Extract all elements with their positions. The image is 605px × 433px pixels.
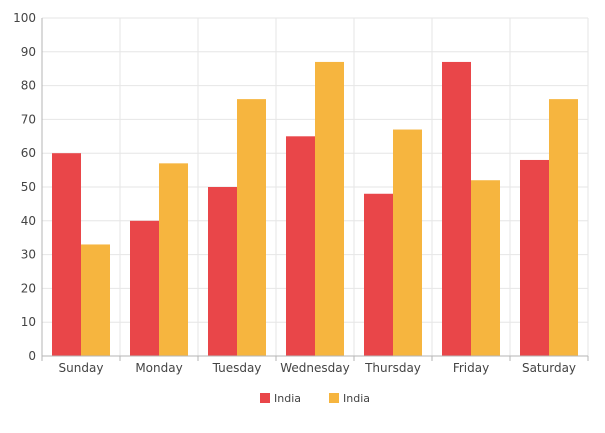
y-tick-label-1: 10 [21, 315, 36, 329]
y-tick-label-8: 80 [21, 79, 36, 93]
y-tick-label-3: 30 [21, 248, 36, 262]
x-tick-label-thursday: Thursday [364, 361, 421, 375]
bar-series1-friday[interactable] [471, 180, 500, 356]
legend-swatch-1 [329, 393, 339, 403]
y-tick-label-10: 100 [13, 11, 36, 25]
legend-swatch-0 [260, 393, 270, 403]
legend-label-0: India [274, 392, 301, 405]
bar-series1-monday[interactable] [159, 163, 188, 356]
bars-layer [52, 61, 578, 357]
y-tick-label-2: 20 [21, 281, 36, 295]
x-tick-label-tuesday: Tuesday [212, 361, 262, 375]
bar-series0-tuesday[interactable] [208, 187, 237, 356]
y-tick-label-6: 60 [21, 146, 36, 160]
bar-series0-wednesday[interactable] [286, 136, 315, 356]
y-tick-label-4: 40 [21, 214, 36, 228]
x-tick-label-friday: Friday [453, 361, 489, 375]
bar-series0-monday[interactable] [130, 220, 159, 356]
bar-series1-thursday[interactable] [393, 129, 422, 356]
bar-series1-saturday[interactable] [549, 99, 578, 357]
x-tick-label-monday: Monday [135, 361, 182, 375]
y-tick-label-9: 90 [21, 45, 36, 59]
legend[interactable]: India India [260, 392, 370, 405]
bar-series0-sunday[interactable] [52, 153, 81, 356]
bar-series0-saturday[interactable] [520, 159, 549, 356]
x-tick-label-wednesday: Wednesday [280, 361, 349, 375]
y-tick-label-7: 70 [21, 112, 36, 126]
axes-layer: 0 10 20 30 40 50 60 70 80 90 100 Sunday Monday Tuesda… [13, 11, 589, 375]
bar-series1-sunday[interactable] [81, 244, 110, 356]
x-tick-label-sunday: Sunday [59, 361, 104, 375]
y-tick-label-5: 50 [21, 180, 36, 194]
legend-item-0[interactable]: India [260, 392, 301, 405]
x-tick-label-saturday: Saturday [522, 361, 576, 375]
bar-series1-tuesday[interactable] [237, 99, 266, 357]
bar-series0-thursday[interactable] [364, 193, 393, 356]
legend-label-1: India [343, 392, 370, 405]
legend-item-1[interactable]: India [329, 392, 370, 405]
bar-series0-friday[interactable] [442, 61, 471, 356]
bar-series1-wednesday[interactable] [315, 61, 344, 356]
y-tick-label-0: 0 [28, 349, 36, 363]
